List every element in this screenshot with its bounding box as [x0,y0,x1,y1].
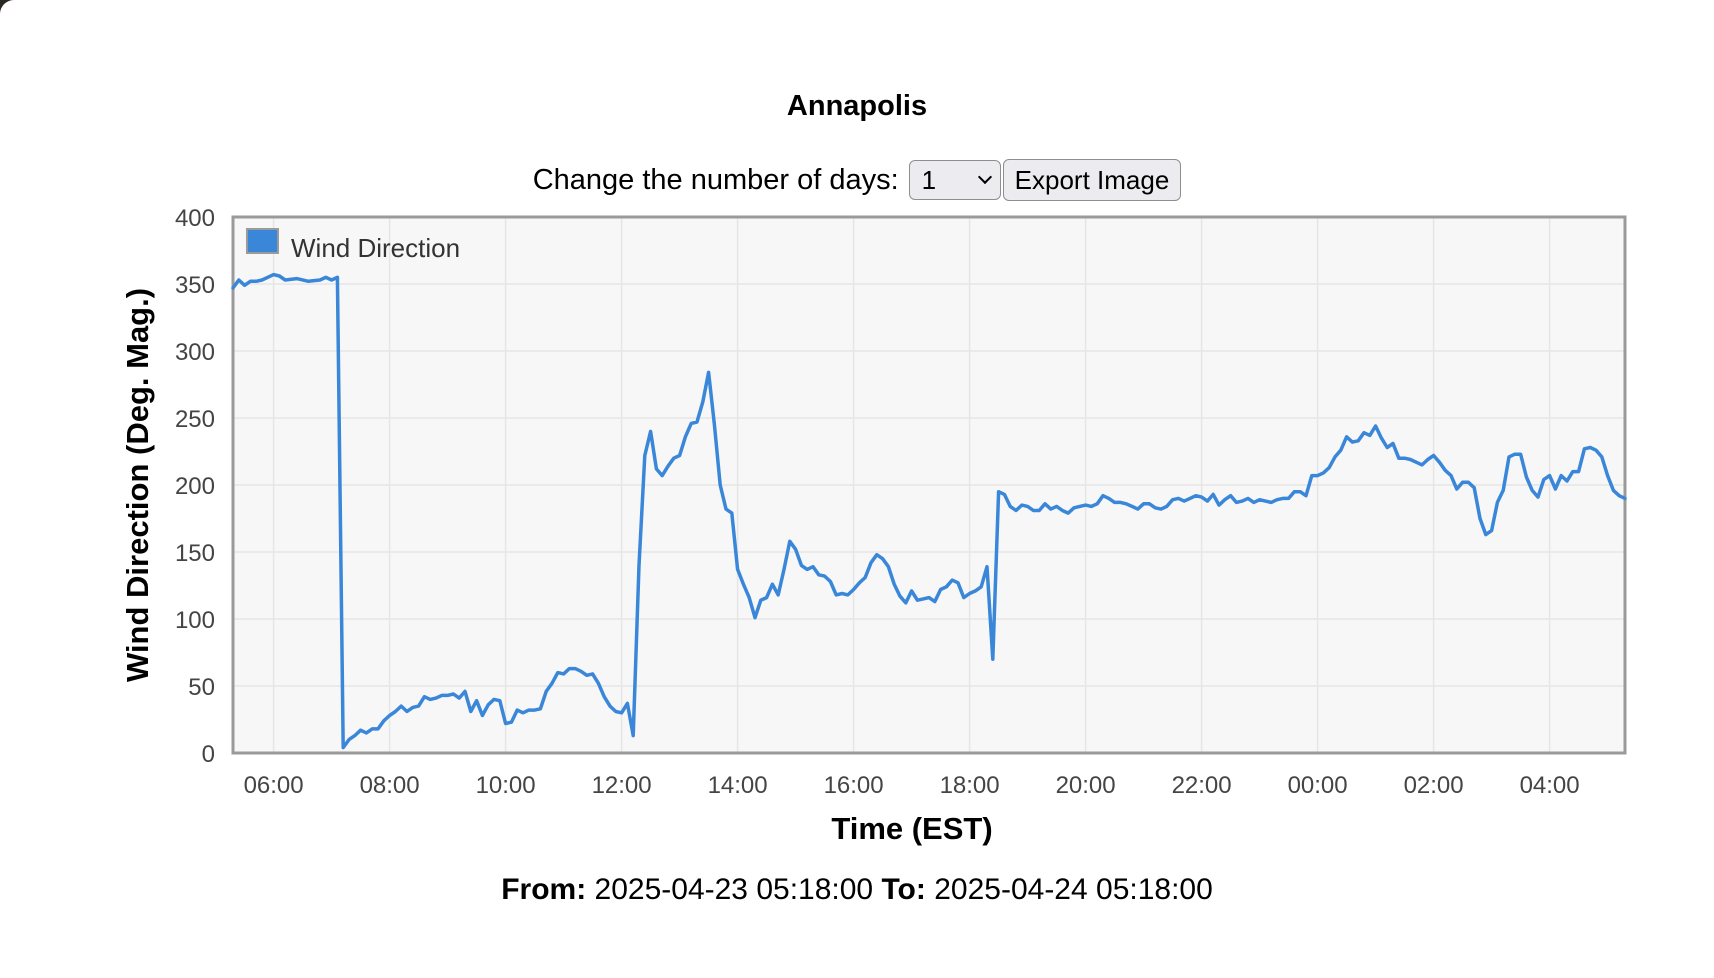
x-tick-label: 18:00 [940,772,1000,799]
x-axis-label: Time (EST) [831,811,992,846]
x-axis-ticks: 06:00 08:00 10:00 12:00 14:00 16:00 18:00 20:00… [244,772,1580,799]
y-tick-label: 0 [202,741,215,768]
x-tick-label: 04:00 [1520,772,1580,799]
series-line-wind-direction [231,272,1627,750]
plot-frame [231,215,1627,755]
y-tick-label: 50 [188,674,215,701]
x-tick-label: 00:00 [1288,772,1348,799]
chart-controls: Change the number of days: 1 Export Imag… [0,158,1714,202]
y-axis-label: Wind Direction (Deg. Mag.) [120,288,155,682]
date-range: From: 2025-04-23 05:18:00 To: 2025-04-24… [0,873,1714,907]
x-tick-label: 08:00 [360,772,420,799]
y-tick-label: 100 [175,607,215,634]
days-label: Change the number of days: [532,163,899,196]
x-tick-label: 14:00 [708,772,768,799]
legend: Wind Direction [246,228,460,263]
from-value: 2025-04-23 05:18:00 [594,873,874,906]
to-label: To: [881,873,926,906]
x-tick-label: 16:00 [824,772,884,799]
y-tick-label: 150 [175,540,215,567]
days-select-value: 1 [921,164,937,195]
x-tick-label: 06:00 [244,772,304,799]
x-tick-label: 10:00 [476,772,536,799]
to-value: 2025-04-24 05:18:00 [934,873,1213,906]
y-axis-ticks: 0 50 100 150 200 250 300 350 400 [175,205,215,768]
x-tick-label: 22:00 [1172,772,1232,799]
x-tick-label: 12:00 [592,772,652,799]
y-tick-label: 350 [175,272,215,299]
chart-title: Annapolis [786,90,928,122]
legend-swatch [246,228,279,254]
y-tick-label: 200 [175,473,215,500]
y-tick-label: 400 [175,205,215,232]
days-select[interactable]: 1 [908,160,1001,200]
from-label: From: [501,873,587,906]
y-tick-label: 300 [175,339,215,366]
y-tick-label: 250 [175,406,215,433]
legend-label: Wind Direction [291,233,460,263]
x-tick-label: 20:00 [1056,772,1116,799]
export-image-button[interactable]: Export Image [1002,159,1182,201]
x-tick-label: 02:00 [1404,772,1464,799]
